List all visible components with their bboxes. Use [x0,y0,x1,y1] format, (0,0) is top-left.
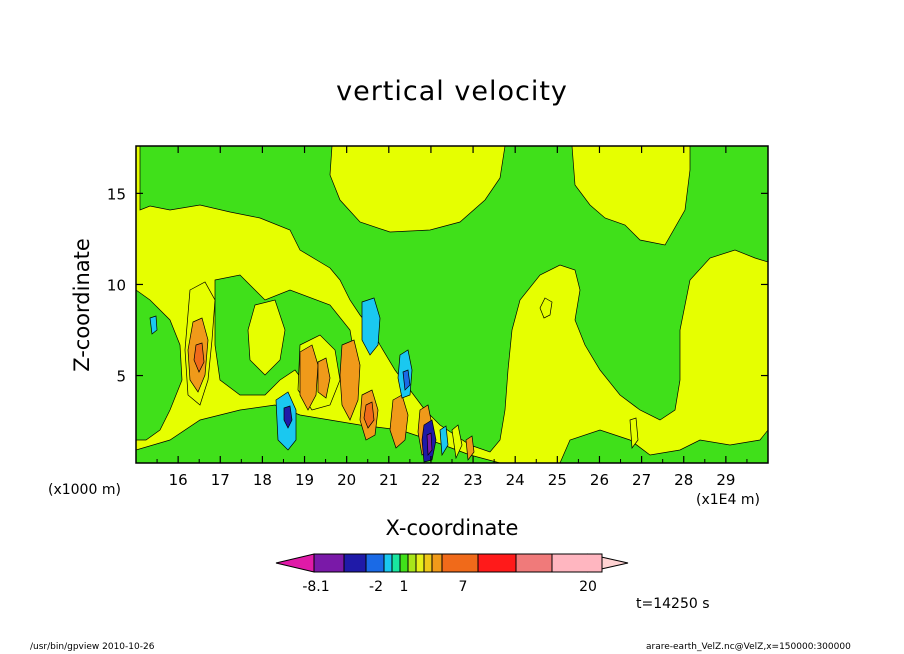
small-cell-a [439,425,449,457]
axes: 16 17 18 19 20 21 22 23 24 25 26 27 28 29 5 10 15 [107,146,768,489]
colorbar-swatch [415,553,425,573]
footer-right: arare-earth_VelZ.nc@VelZ,x=150000:300000 [646,642,851,652]
colorbar-label: 7 [459,579,468,595]
x-tick-label: 27 [632,471,651,489]
colorbar-label: 20 [579,579,597,595]
x-tick-label: 24 [506,471,525,489]
small-cell-c [465,435,475,461]
x-tick-label: 21 [379,471,398,489]
y-tick-label: 15 [107,185,126,203]
orange-cell-7 [317,357,331,399]
cyan-cell-4 [149,315,158,335]
colorbar-swatch [391,553,401,573]
x-tick-label: 25 [548,471,567,489]
x-tick-label: 22 [421,471,440,489]
green-region-main [136,146,768,453]
colorbar-swatch [365,553,385,573]
x-tick-label: 16 [169,471,188,489]
orange-cell-4-core [363,401,375,429]
x-tick-label: 20 [337,471,356,489]
x-tick-label: 19 [295,471,314,489]
colorbar-swatch [515,553,553,573]
colorbar-swatch [343,553,367,573]
time-label: t=14250 s [636,596,710,612]
x-axis-label: X-coordinate [385,516,519,540]
orange-cell-3 [339,339,361,421]
y-tick-label: 5 [116,368,126,386]
blue-cell-3-core [402,369,411,391]
x-tick-label: 18 [253,471,272,489]
colorbar-swatch [477,553,517,573]
colorbar-swatch [441,553,479,573]
green-region-right [559,429,768,463]
x-scale-note: (x1E4 m) [696,492,760,508]
purple-cell-1 [426,432,433,456]
blue-cell-2-core [283,405,293,429]
colorbar-min-arrow [275,553,315,573]
small-cell-b [451,424,463,460]
colorbar-swatch [383,553,393,573]
yellow-island-mid [247,299,286,376]
yellow-island-small [539,297,553,319]
colorbar-swatch [431,553,443,573]
x-tick-label: 17 [211,471,230,489]
colorbar-swatch [399,553,409,573]
footer-left: /usr/bin/gpview 2010-10-26 [30,642,155,652]
colorbar-label: -8.1 [302,579,329,595]
orange-cell-1-core [193,342,205,373]
colorbar-swatch [407,553,417,573]
x-tick-label: 23 [464,471,483,489]
x-unit-note: (x1000 m) [48,482,121,498]
y-tick-label: 10 [107,276,126,294]
x-tick-label: 28 [674,471,693,489]
contour-field [136,146,768,463]
colorbar-swatch [313,553,345,573]
colorbar-label: -2 [369,579,383,595]
colorbar: -8.1 -2 1 7 20 [275,553,629,595]
cyan-cell-1 [361,297,381,356]
colorbar-swatch [423,553,433,573]
small-cell-d [629,417,639,449]
x-tick-label: 29 [716,471,735,489]
green-region-low [136,289,183,441]
colorbar-swatch [551,553,603,573]
orange-cell-2 [299,344,319,411]
chart-title: vertical velocity [336,76,568,107]
colorbar-label: 1 [400,579,409,595]
x-tick-label: 26 [590,471,609,489]
green-region-bottom [136,404,501,463]
